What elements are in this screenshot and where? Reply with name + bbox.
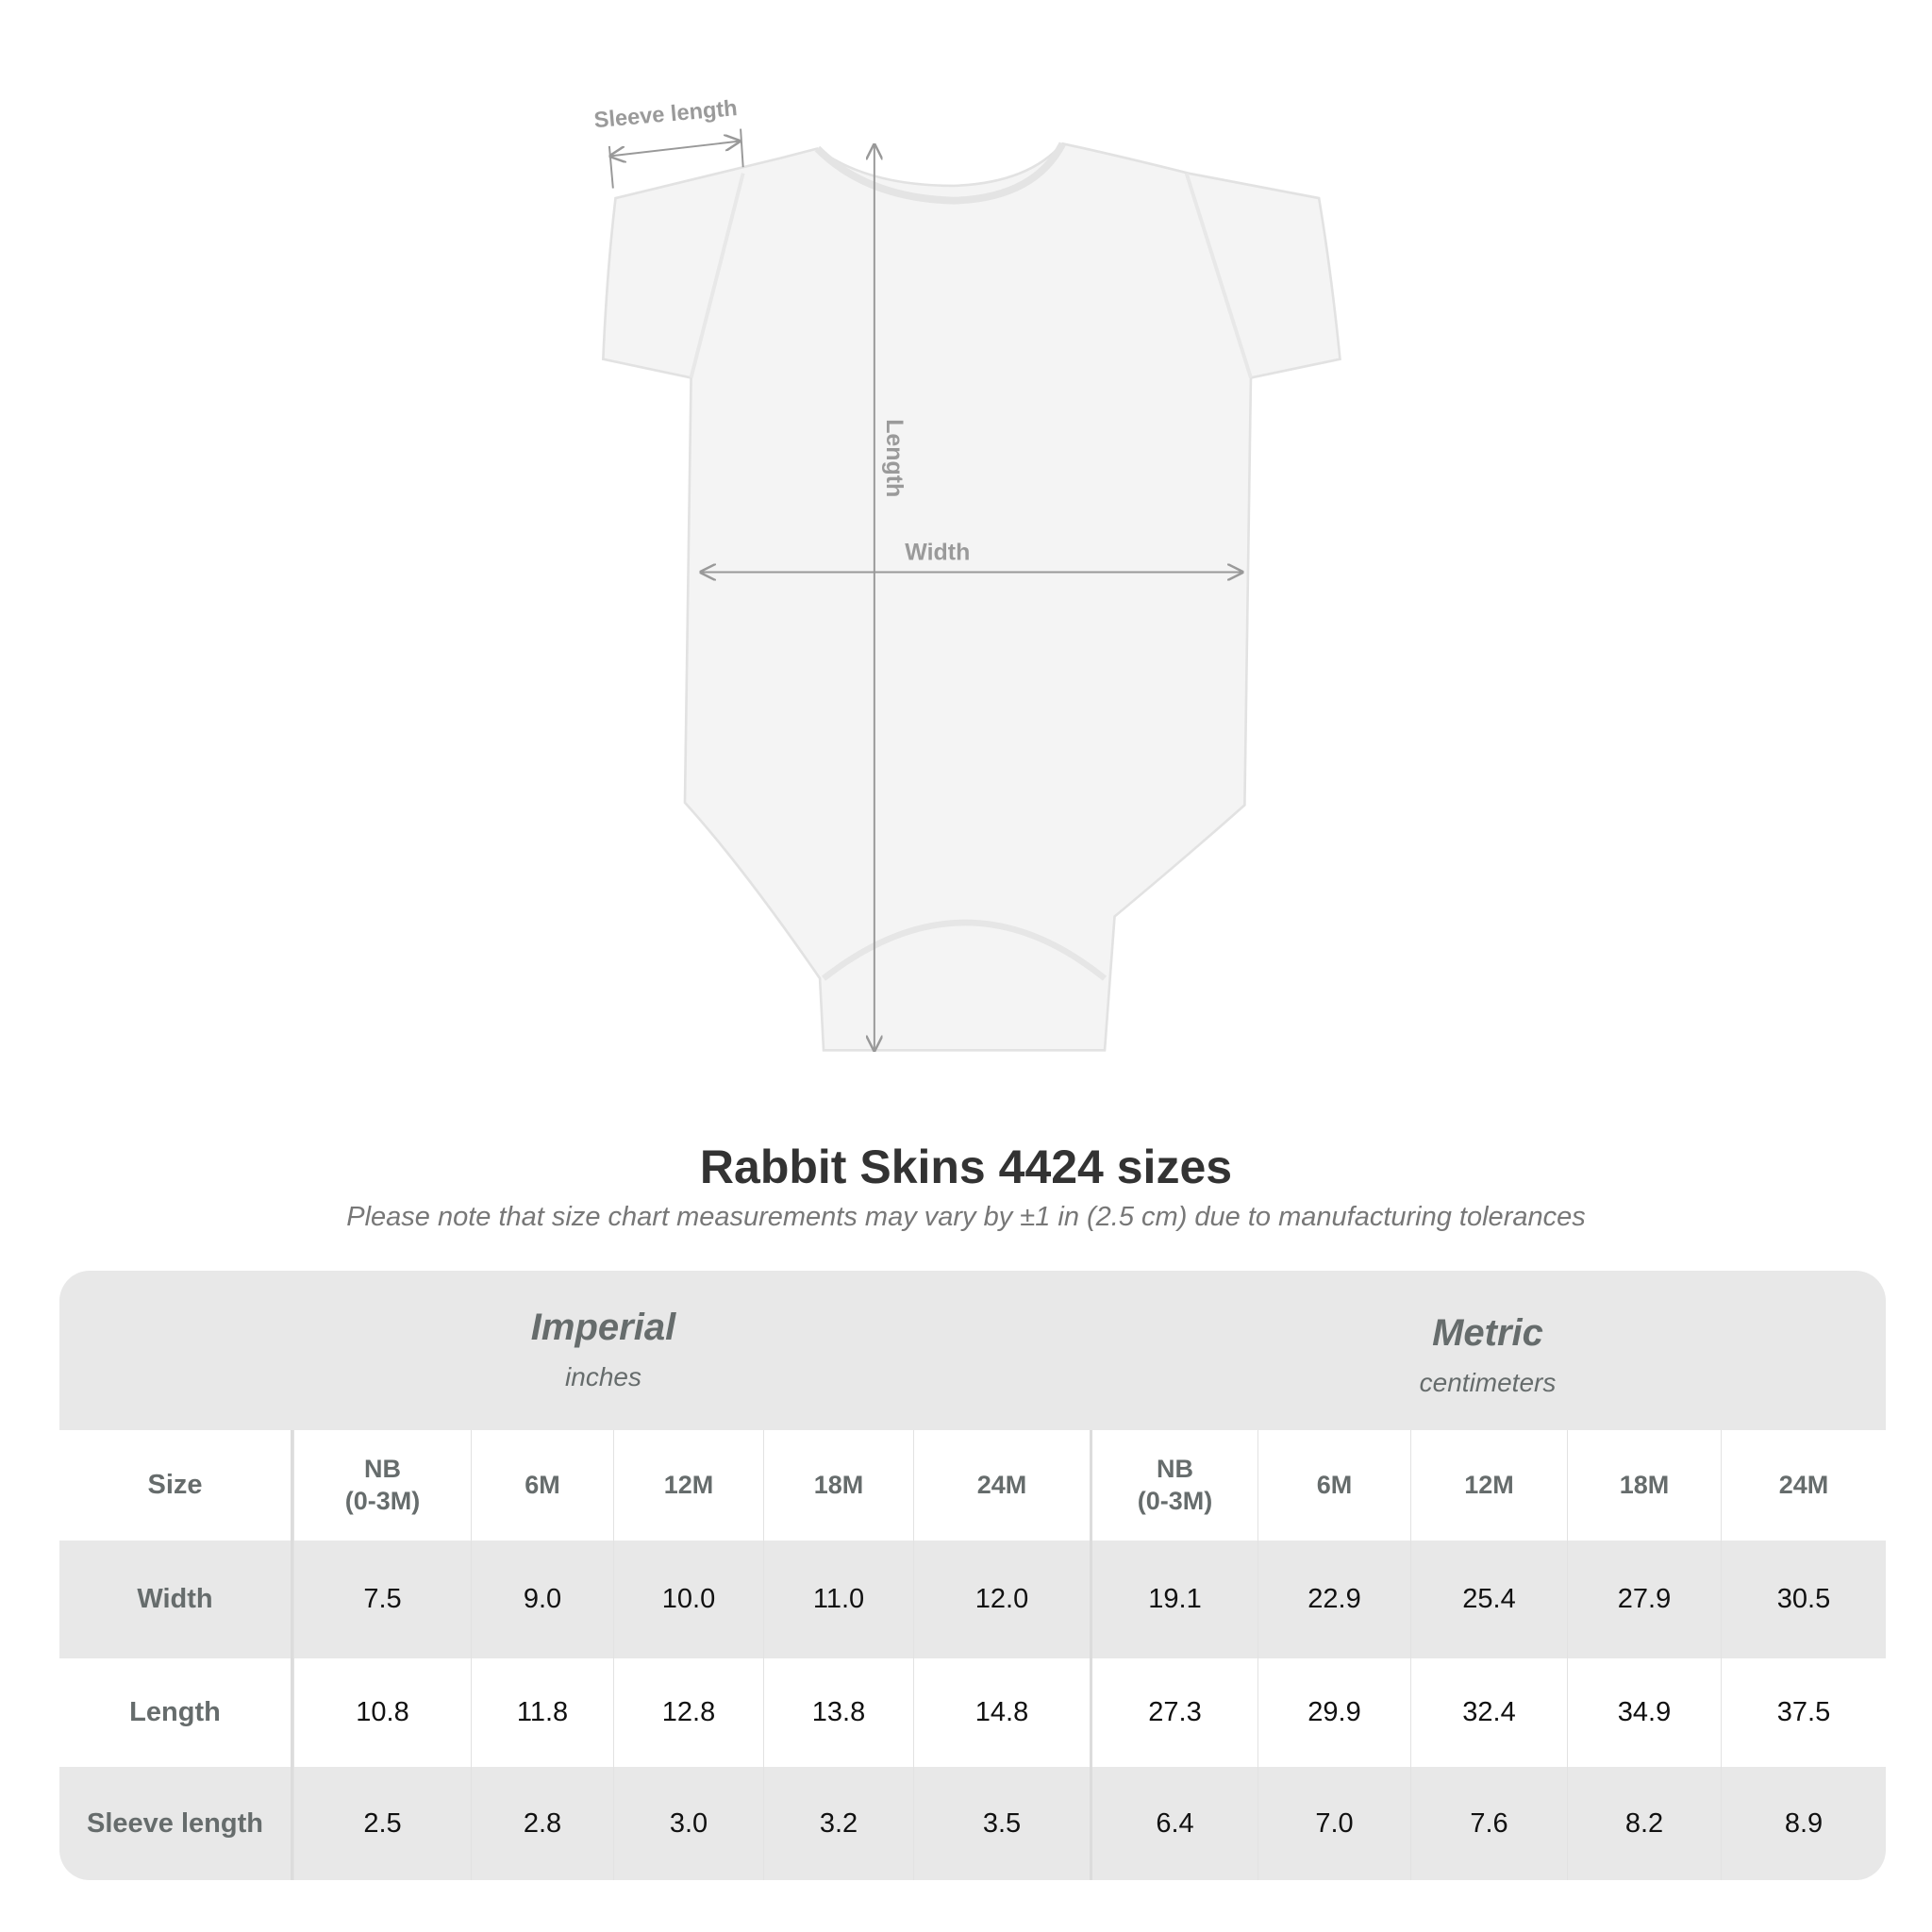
measurement-cell: 32.4 [1410,1658,1567,1767]
measurement-cell: 37.5 [1721,1658,1886,1767]
sleeve-tick-right [740,128,744,168]
onesie-garment [601,142,1341,1052]
measurement-cell: 12.8 [613,1658,763,1767]
size-column-header: 12M [1410,1430,1567,1541]
metric-title: Metric [1432,1312,1543,1354]
measurement-cell: 7.6 [1410,1767,1567,1880]
size-column-header: 24M [1721,1430,1886,1541]
metric-unit: centimeters [1419,1368,1557,1397]
metric-header: Metric centimeters [1090,1312,1886,1398]
measurement-cell: 34.9 [1567,1658,1721,1767]
sleeve-tick-left [608,145,614,189]
measurement-cell: 7.0 [1257,1767,1410,1880]
measurement-cell: 27.3 [1090,1658,1257,1767]
size-column-header: 12M [613,1430,763,1541]
imperial-header: Imperial inches [293,1307,913,1392]
measurement-cell: 2.8 [471,1767,613,1880]
measurement-cell: 3.0 [613,1767,763,1880]
measurement-cell: 3.5 [913,1767,1090,1880]
size-column-header: NB (0-3M) [1090,1430,1257,1541]
measurement-cell: 25.4 [1410,1541,1567,1658]
sleeve-length-label: Sleeve length [593,96,739,133]
measurement-cell: 13.8 [763,1658,913,1767]
measurement-cell: 27.9 [1567,1541,1721,1658]
measurement-cell: 8.2 [1567,1767,1721,1880]
measurement-cell: 8.9 [1721,1767,1886,1880]
size-column-header: 24M [913,1430,1090,1541]
measurement-cell: 9.0 [471,1541,613,1658]
measurement-cell: 10.0 [613,1541,763,1658]
measurement-cell: 3.2 [763,1767,913,1880]
size-column-header: NB (0-3M) [293,1430,471,1541]
size-column-header: 18M [1567,1430,1721,1541]
row-label: Length [59,1658,293,1767]
measurement-cell: 19.1 [1090,1541,1257,1658]
size-column-header: 6M [471,1430,613,1541]
row-label: Width [59,1541,293,1658]
measurement-cell: 11.0 [763,1541,913,1658]
size-label: Size [59,1430,293,1541]
length-label: Length [881,419,908,497]
sleeve-arrow [610,142,740,157]
measurement-cell: 11.8 [471,1658,613,1767]
table-row: Width 7.5 9.0 10.0 11.0 12.0 19.1 22.9 25.4 27.9 3… [59,1541,1886,1658]
tolerance-note: Please note that size chart measurements… [346,1202,1586,1232]
measurement-cell: 29.9 [1257,1658,1410,1767]
measurement-cell: 6.4 [1090,1767,1257,1880]
measurement-cell: 12.0 [913,1541,1090,1658]
size-column-header: 18M [763,1430,913,1541]
imperial-unit: inches [565,1362,641,1391]
row-label: Sleeve length [59,1767,293,1880]
size-header-row: Size NB (0-3M) 6M 12M 18M 24M NB (0-3M) 6M 12M 18… [59,1430,1886,1541]
measurement-cell: 7.5 [293,1541,471,1658]
measurement-cell: 30.5 [1721,1541,1886,1658]
table-row: Length 10.8 11.8 12.8 13.8 14.8 27.3 29.9 32.4 34… [59,1658,1886,1767]
imperial-title: Imperial [530,1307,676,1348]
size-table: Imperial inches Metric centimeters Size N… [59,1271,1886,1880]
unit-header: Imperial inches Metric centimeters [59,1271,1886,1430]
measurement-cell: 2.5 [293,1767,471,1880]
measurement-cell: 14.8 [913,1658,1090,1767]
measurement-cell: 10.8 [293,1658,471,1767]
width-label: Width [905,539,970,565]
measurement-cell: 22.9 [1257,1541,1410,1658]
page-title: Rabbit Skins 4424 sizes [699,1141,1233,1193]
table-row: Sleeve length 2.5 2.8 3.0 3.2 3.5 6.4 7.0 7.6 8.2… [59,1767,1886,1880]
size-column-header: 6M [1257,1430,1410,1541]
